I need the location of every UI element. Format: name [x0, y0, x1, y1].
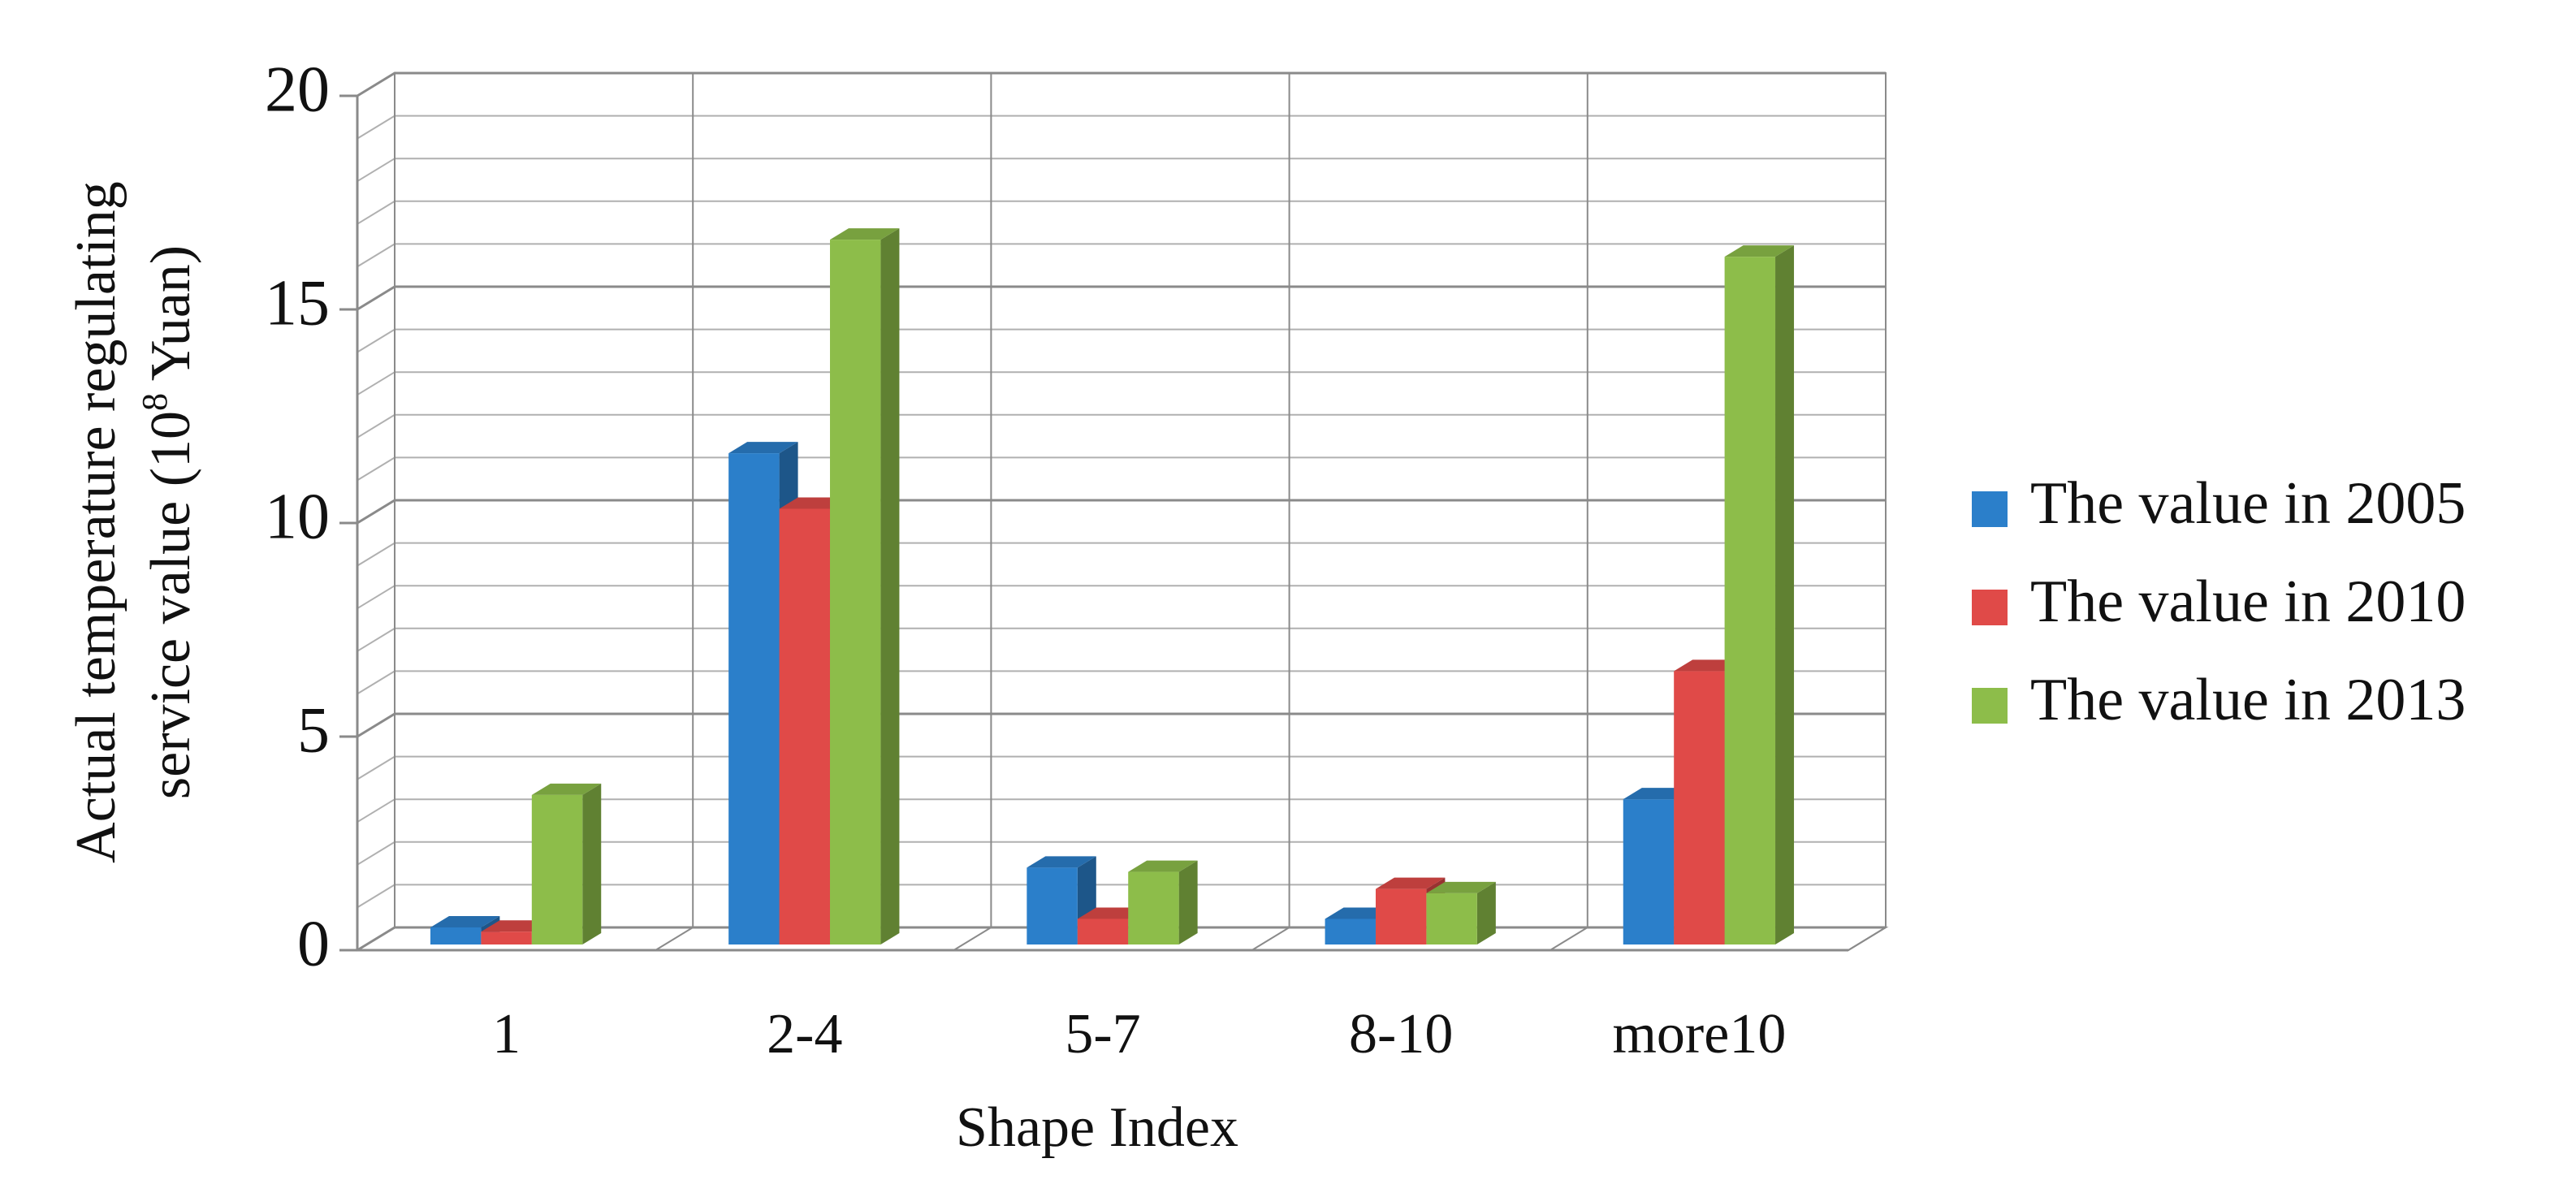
minor-grid-line — [357, 413, 1886, 439]
minor-grid-line — [357, 371, 1886, 396]
bar-front — [1077, 919, 1129, 944]
minor-grid-line — [357, 328, 1886, 353]
floor-divider — [655, 927, 694, 951]
bar-front — [1426, 893, 1477, 944]
bar — [830, 228, 900, 945]
minor-grid-line — [357, 115, 1886, 140]
y-tick-label: 0 — [297, 908, 330, 979]
floor-divider — [1848, 927, 1887, 951]
minor-grid-line — [357, 755, 1886, 780]
bar-top — [430, 915, 500, 927]
y-tick-label: 5 — [297, 694, 330, 766]
bar-top — [1027, 856, 1096, 868]
bar-top — [1375, 877, 1446, 889]
y-axis-label: Actual temperature regulating service va… — [65, 181, 202, 863]
bar-top — [1724, 245, 1795, 257]
bar-side — [582, 783, 602, 944]
bar-top — [830, 228, 900, 240]
legend-swatch — [1972, 688, 2008, 724]
x-tick-label: 5-7 — [1065, 1003, 1140, 1065]
x-tick-label: 1 — [492, 1003, 521, 1065]
minor-grid-line — [357, 243, 1886, 268]
legend-label: The value in 2010 — [2030, 568, 2466, 635]
bar — [1128, 860, 1198, 944]
x-tick-label: more10 — [1612, 1003, 1786, 1065]
bar-side — [1178, 860, 1198, 944]
bar-front — [1724, 257, 1776, 944]
minor-grid-line — [357, 200, 1886, 225]
bar-front — [1128, 871, 1179, 944]
minor-grid-line — [357, 585, 1886, 610]
y-axis-label-superscript: 8 — [135, 393, 175, 411]
x-tick-label: 2-4 — [767, 1003, 842, 1065]
y-axis-label-line: Actual temperature regulating — [65, 181, 128, 863]
floor-divider — [953, 927, 992, 951]
y-tick-label: 20 — [265, 54, 330, 125]
minor-grid-line — [357, 286, 1886, 310]
bar-front — [1325, 919, 1376, 944]
bar-side — [880, 228, 900, 945]
bar-top — [1426, 881, 1496, 893]
bar-front — [779, 508, 831, 944]
minor-grid-line — [357, 158, 1886, 183]
bar-side — [1476, 881, 1496, 944]
bar — [531, 783, 602, 944]
x-axis-label: Shape Index — [956, 1096, 1238, 1159]
bar-front — [481, 931, 532, 944]
legend-swatch — [1972, 491, 2008, 527]
bar-front — [1674, 671, 1725, 944]
legend-label: The value in 2005 — [2030, 470, 2466, 537]
minor-grid-line — [357, 713, 1886, 737]
bar-top — [1128, 860, 1198, 872]
y-axis-label-part: Yuan) — [140, 245, 202, 393]
bar-front — [531, 794, 583, 944]
minor-grid-line — [357, 72, 1886, 97]
floor-divider — [1549, 927, 1588, 951]
bar-front — [830, 240, 881, 945]
y-axis-label-part: service value (10 — [140, 411, 202, 799]
bar-front — [728, 453, 780, 944]
floor-divider — [1251, 927, 1290, 951]
grid-line — [357, 499, 1886, 525]
y-tick-label: 10 — [265, 481, 330, 552]
grid-line — [357, 712, 1886, 738]
legend-swatch — [1972, 590, 2008, 625]
minor-grid-line — [357, 499, 1886, 524]
minor-grid-line — [357, 670, 1886, 695]
bar-top — [531, 783, 602, 795]
y-axis-label-line: service value (108 Yuan) — [135, 245, 202, 799]
bar-front — [1623, 799, 1675, 944]
x-tick-label: 8-10 — [1349, 1003, 1453, 1065]
grid-line — [357, 71, 1886, 97]
bar-front — [430, 927, 482, 944]
bar-top — [728, 442, 798, 454]
bar — [1426, 881, 1496, 944]
minor-grid-line — [357, 542, 1886, 567]
minor-grid-line — [357, 456, 1886, 482]
minor-grid-line — [357, 627, 1886, 652]
bar — [1724, 245, 1795, 944]
y-tick-label: 15 — [265, 267, 330, 339]
bar-side — [1775, 245, 1795, 944]
bar-front — [1027, 867, 1078, 944]
legend-label: The value in 2013 — [2030, 667, 2466, 733]
grid-line — [357, 285, 1886, 311]
bar-front — [1375, 888, 1427, 944]
